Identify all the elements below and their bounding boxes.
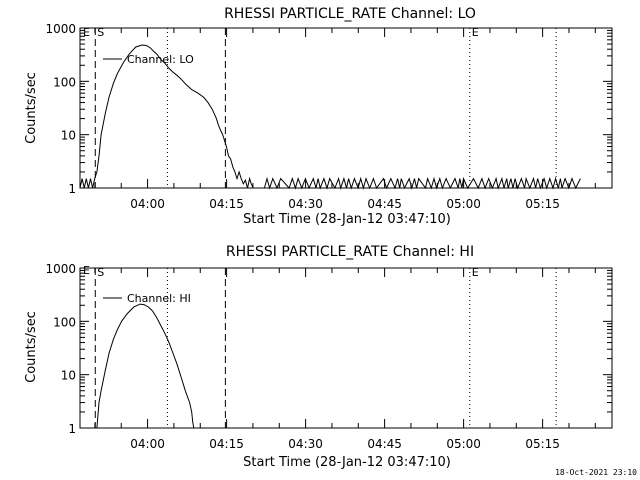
x-tick-label: 04:30: [288, 197, 323, 211]
series-line-background-noise-lo: [263, 176, 581, 190]
marker-label: E: [472, 26, 479, 39]
y-tick-label: 100: [53, 75, 76, 89]
corner-label: E: [83, 264, 90, 277]
y-axis-label: Counts/sec: [24, 311, 39, 383]
y-tick-label: 1: [68, 422, 76, 436]
y-tick-label: 10: [61, 129, 76, 143]
marker-label: E: [472, 266, 479, 279]
marker-label: S: [97, 26, 104, 39]
series-line-channel-lo: [79, 44, 254, 189]
legend-label: Channel: HI: [127, 292, 191, 305]
plot-frame: [79, 267, 613, 429]
corner-label: E: [83, 26, 90, 39]
x-tick-label: 04:00: [130, 437, 165, 451]
series-line-channel-hi: [96, 303, 195, 429]
y-tick-label: 100: [53, 315, 76, 329]
chart-title: RHESSI PARTICLE_RATE Channel: HI: [226, 244, 474, 260]
x-tick-label: 04:15: [209, 437, 244, 451]
y-tick-label: 1000: [45, 262, 76, 276]
y-tick-label: 1: [68, 182, 76, 196]
marker-label: S: [97, 266, 104, 279]
chart-panel-lo: RHESSI PARTICLE_RATE Channel: LO Start T…: [24, 6, 613, 227]
y-tick-label: 10: [61, 369, 76, 383]
x-tick-label: 04:30: [288, 437, 323, 451]
chart-title: RHESSI PARTICLE_RATE Channel: LO: [224, 6, 476, 22]
x-tick-label: 04:00: [130, 197, 165, 211]
x-tick-label: 05:15: [525, 437, 560, 451]
x-tick-label: 05:15: [525, 197, 560, 211]
x-tick-label: 05:00: [446, 437, 481, 451]
x-tick-label: 04:45: [367, 437, 402, 451]
x-tick-label: 05:00: [446, 197, 481, 211]
x-axis-label: Start Time (28-Jan-12 03:47:10): [243, 212, 451, 227]
y-axis-label: Counts/sec: [24, 72, 39, 144]
timestamp: 18-Oct-2021 23:10: [555, 468, 637, 477]
chart-panel-hi: RHESSI PARTICLE_RATE Channel: HI Start T…: [24, 244, 613, 470]
x-axis-label: Start Time (28-Jan-12 03:47:10): [243, 455, 451, 470]
x-tick-label: 04:15: [209, 197, 244, 211]
x-tick-label: 04:45: [367, 197, 402, 211]
y-tick-label: 1000: [45, 22, 76, 36]
